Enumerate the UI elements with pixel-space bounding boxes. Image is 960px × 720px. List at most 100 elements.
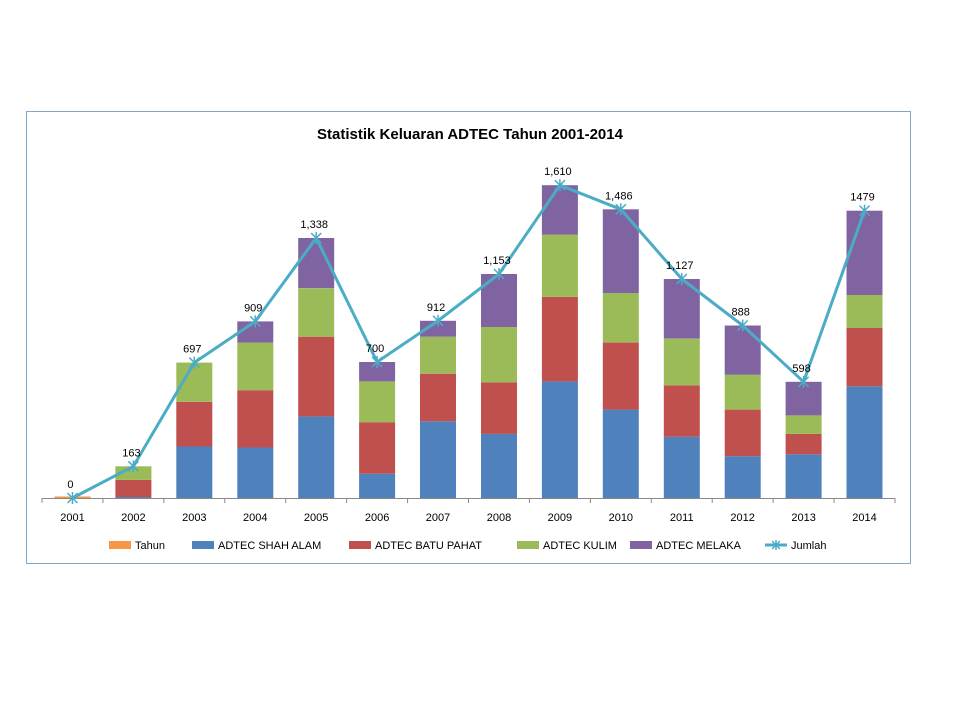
chart-svg: Statistik Keluaran ADTEC Tahun 2001-2014… xyxy=(41,126,896,552)
line-jumlah xyxy=(71,183,866,500)
x-tick-label-2004: 2004 xyxy=(243,512,267,524)
x-tick-label-2012: 2012 xyxy=(730,512,754,524)
bar-adtec-batu-pahat-2010 xyxy=(602,342,639,410)
bar-adtec-shah-alam-2008 xyxy=(481,433,517,498)
legend-label-adtec-kulim: ADTEC KULIM xyxy=(543,540,617,552)
bar-adtec-melaka-2009 xyxy=(541,185,578,235)
x-tick-label-2008: 2008 xyxy=(487,512,511,524)
legend-marker-jumlah xyxy=(771,540,781,550)
data-label-2004: 909 xyxy=(244,302,262,314)
marker-jumlah-2014 xyxy=(859,204,871,217)
legend-label-jumlah: Jumlah xyxy=(791,540,826,552)
chart-frame: Statistik Keluaran ADTEC Tahun 2001-2014… xyxy=(26,111,911,564)
legend-swatch-tahun xyxy=(109,541,131,549)
bar-adtec-kulim-2011 xyxy=(663,338,700,386)
marker-jumlah-2011 xyxy=(676,273,688,286)
legend-swatch-adtec-shah-alam xyxy=(192,541,214,549)
bar-adtec-kulim-2004 xyxy=(237,342,274,391)
bar-adtec-shah-alam-2012 xyxy=(724,456,761,498)
data-label-2003: 697 xyxy=(183,344,201,356)
data-label-2001: 0 xyxy=(67,479,73,491)
x-tick-label-2007: 2007 xyxy=(426,512,450,524)
bar-adtec-melaka-2007 xyxy=(420,320,456,337)
legend-item-adtec-kulim: ADTEC KULIM xyxy=(517,540,617,552)
bar-adtec-shah-alam-2006 xyxy=(359,473,396,498)
bar-adtec-kulim-2006 xyxy=(359,381,396,423)
data-label-2011: 1,127 xyxy=(666,260,694,272)
bar-adtec-shah-alam-2013 xyxy=(785,454,822,498)
bar-adtec-melaka-2012 xyxy=(724,325,761,375)
x-tick-label-2014: 2014 xyxy=(852,512,876,524)
bar-adtec-batu-pahat-2014 xyxy=(846,328,883,387)
marker-jumlah-2006 xyxy=(371,356,383,368)
bar-adtec-batu-pahat-2003 xyxy=(176,401,213,447)
bar-adtec-shah-alam-2011 xyxy=(663,436,700,498)
data-label-2008: 1,153 xyxy=(483,255,511,267)
chart-title: Statistik Keluaran ADTEC Tahun 2001-2014 xyxy=(317,126,624,143)
bar-adtec-shah-alam-2010 xyxy=(602,409,639,498)
legend-label-tahun: Tahun xyxy=(135,540,165,552)
x-tick-label-2005: 2005 xyxy=(304,512,328,524)
data-label-2007: 912 xyxy=(427,302,445,314)
x-tick-label-2006: 2006 xyxy=(365,512,389,524)
bar-adtec-batu-pahat-2005 xyxy=(298,336,335,417)
data-label-2009: 1,610 xyxy=(544,166,572,178)
legend: Tahun ADTEC SHAH ALAM ADTEC BATU PAHAT ADTE… xyxy=(109,540,826,552)
x-tick-label-2003: 2003 xyxy=(182,512,206,524)
bar-adtec-batu-pahat-2007 xyxy=(420,373,456,422)
bar-adtec-batu-pahat-2002 xyxy=(115,479,152,497)
legend-item-tahun: Tahun xyxy=(109,540,165,552)
marker-jumlah-2001 xyxy=(66,492,78,504)
legend-item-adtec-batu-pahat: ADTEC BATU PAHAT xyxy=(349,540,482,552)
marker-jumlah-2012 xyxy=(737,319,749,332)
x-tick-label-2001: 2001 xyxy=(60,512,84,524)
data-label-2012: 888 xyxy=(731,306,749,318)
marker-jumlah-2003 xyxy=(188,356,200,369)
bar-adtec-kulim-2013 xyxy=(785,415,822,434)
x-tick-label-2013: 2013 xyxy=(791,512,815,524)
x-tick-label-2011: 2011 xyxy=(670,512,694,524)
plot-area: 2001 2002 2003 2004 2005 2006 2007 2008 2009 2010… xyxy=(41,166,896,524)
legend-item-adtec-melaka: ADTEC MELAKA xyxy=(630,540,742,552)
data-label-2002: 163 xyxy=(122,447,140,459)
bar-adtec-shah-alam-2003 xyxy=(176,446,213,498)
bar-adtec-batu-pahat-2009 xyxy=(541,296,578,382)
bar-adtec-batu-pahat-2008 xyxy=(481,382,517,434)
legend-label-adtec-melaka: ADTEC MELAKA xyxy=(656,540,742,552)
marker-jumlah-2013 xyxy=(798,375,810,388)
x-tick-label-2010: 2010 xyxy=(609,512,633,524)
bar-adtec-shah-alam-2014 xyxy=(846,386,883,498)
data-label-2010: 1,486 xyxy=(605,190,633,202)
bar-adtec-kulim-2014 xyxy=(846,295,883,328)
marker-jumlah-2004 xyxy=(249,315,261,328)
legend-swatch-adtec-melaka xyxy=(630,541,652,549)
legend-label-adtec-batu-pahat: ADTEC BATU PAHAT xyxy=(375,540,482,552)
bar-adtec-shah-alam-2004 xyxy=(237,447,274,498)
data-label-2014: 1479 xyxy=(850,192,874,204)
bar-adtec-batu-pahat-2006 xyxy=(359,422,396,474)
bar-adtec-kulim-2012 xyxy=(724,374,761,410)
marker-jumlah-2010 xyxy=(615,203,627,216)
legend-label-adtec-shah-alam: ADTEC SHAH ALAM xyxy=(218,540,321,552)
bar-adtec-shah-alam-2007 xyxy=(420,421,456,498)
bar-adtec-kulim-2009 xyxy=(541,234,578,297)
data-label-2005: 1,338 xyxy=(300,219,328,231)
bar-adtec-kulim-2010 xyxy=(602,293,639,343)
x-tick-label-2009: 2009 xyxy=(548,512,572,524)
bar-adtec-melaka-2014 xyxy=(846,210,883,295)
data-label-2013: 598 xyxy=(792,363,810,375)
bar-adtec-batu-pahat-2004 xyxy=(237,390,274,448)
legend-swatch-adtec-kulim xyxy=(517,541,539,549)
marker-jumlah-2009 xyxy=(554,179,566,192)
marker-jumlah-2005 xyxy=(310,232,322,245)
legend-swatch-adtec-batu-pahat xyxy=(349,541,371,549)
legend-item-jumlah: Jumlah xyxy=(765,540,826,552)
bar-adtec-batu-pahat-2011 xyxy=(663,385,700,437)
marker-jumlah-2002 xyxy=(127,460,139,473)
marker-jumlah-2008 xyxy=(493,267,505,280)
data-label-2006: 700 xyxy=(366,343,384,355)
bar-adtec-melaka-2006 xyxy=(359,362,396,382)
bar-adtec-kulim-2008 xyxy=(481,327,517,383)
marker-jumlah-2007 xyxy=(432,314,444,327)
legend-item-adtec-shah-alam: ADTEC SHAH ALAM xyxy=(192,540,321,552)
